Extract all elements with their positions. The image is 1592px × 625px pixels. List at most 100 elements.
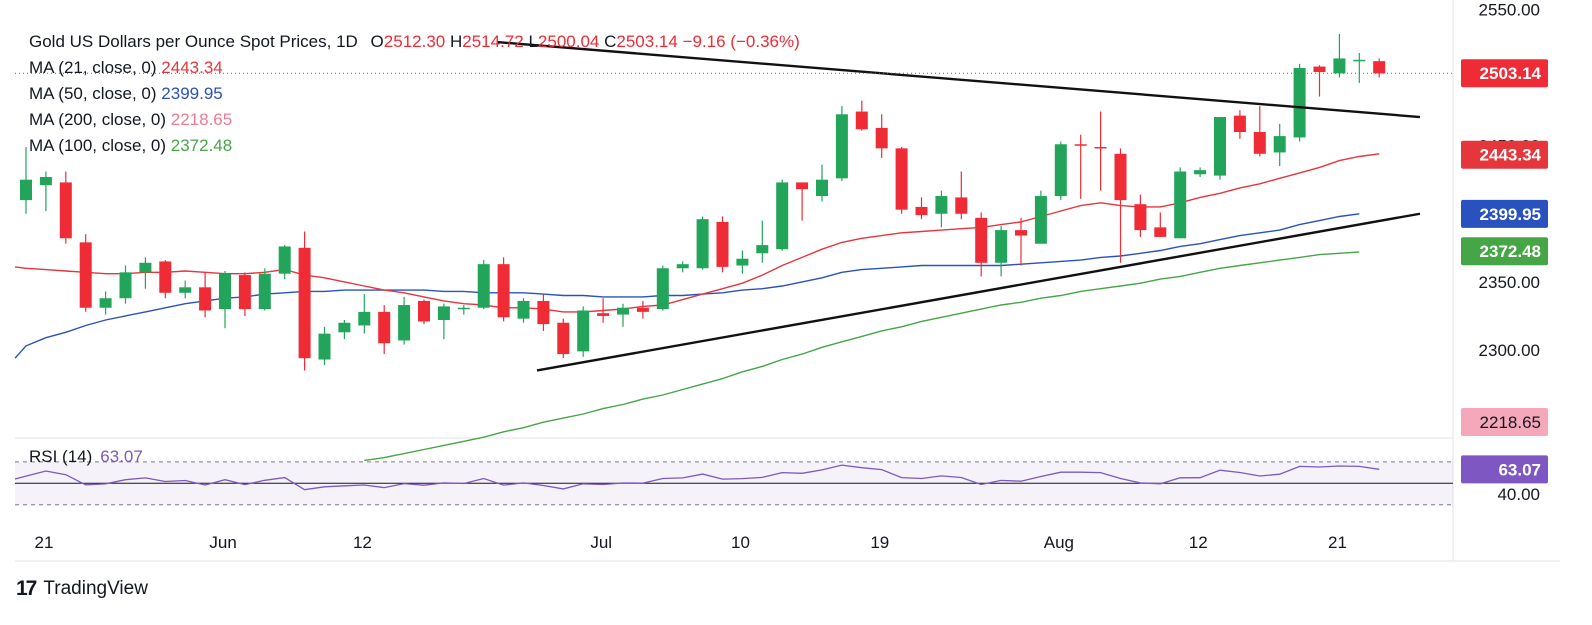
candle-body [816, 179, 828, 197]
candle [935, 190, 948, 228]
candle-body [676, 264, 689, 269]
candle-body [418, 300, 430, 322]
candle-body [1174, 171, 1187, 239]
candle-body [1214, 117, 1226, 176]
candle [855, 100, 868, 131]
time-tick-label: 19 [870, 533, 889, 552]
candle-body [139, 262, 152, 273]
candle [597, 298, 610, 323]
descending-trendline [496, 40, 1421, 119]
time-tick-label: 21 [35, 533, 54, 552]
ma200-value: 2218.65 [170, 110, 233, 129]
candle [1353, 52, 1366, 83]
candle [1194, 167, 1207, 177]
candle-body [656, 268, 669, 310]
candle [776, 179, 789, 251]
ma21-tag-text: 2443.34 [1480, 146, 1542, 165]
candle [557, 318, 570, 359]
candle [995, 226, 1008, 277]
candle-body [1373, 61, 1386, 74]
candle [1054, 141, 1067, 201]
ma200-legend[interactable]: MA (200, close, 0) 2218.65 [29, 107, 800, 133]
candle [99, 291, 112, 315]
ohlc-values: O2512.30 H2514.72 L2500.04 C2503.14 −9.1… [371, 32, 800, 51]
candle-body [835, 114, 848, 179]
candle-body [736, 258, 749, 266]
ma21-label: MA (21, close, 0) [29, 58, 157, 77]
ma100-legend[interactable]: MA (100, close, 0) 2372.48 [29, 133, 800, 159]
candle [975, 212, 988, 277]
candle-body [119, 272, 132, 299]
candle [298, 231, 311, 371]
candle-body [577, 310, 590, 352]
ascending-trendline [536, 212, 1421, 372]
tradingview-logo[interactable]: 17 TradingView [16, 576, 148, 602]
candle-body [796, 182, 809, 190]
candle [1174, 167, 1187, 239]
candle-body [1114, 153, 1127, 201]
candle [1333, 33, 1346, 78]
candle [676, 261, 689, 273]
candle [378, 305, 391, 355]
candle [756, 220, 769, 263]
rsi-tick-label: 40.00 [1497, 485, 1540, 504]
candle-body [1074, 144, 1087, 146]
rsi-value-tag: 63.07 [1461, 455, 1548, 484]
candle [199, 272, 212, 318]
time-tick-label: 21 [1328, 533, 1347, 552]
candle [238, 272, 251, 316]
rsi-line [14, 464, 1380, 491]
candle [1015, 217, 1027, 266]
candle [39, 171, 52, 212]
ma200-tag-text: 2218.65 [1480, 413, 1541, 432]
time-axis[interactable]: 21 Jun 12 Jul 10 19 Aug 12 21 [35, 533, 1347, 552]
candle [258, 268, 271, 311]
candle-body [477, 264, 490, 308]
candle [477, 260, 490, 310]
candle [358, 294, 371, 334]
price-tick-label: 2550.00 [1479, 0, 1540, 19]
time-tick-label: Jun [209, 533, 236, 552]
candle [497, 257, 510, 322]
chart-legend: Gold US Dollars per Ounce Spot Prices, 1… [29, 29, 800, 159]
candle [1074, 134, 1087, 199]
candle-body [517, 300, 530, 319]
rsi-label: RSI (14) [29, 447, 93, 466]
change-value: −9.16 (−0.36%) [682, 32, 800, 51]
candle [1233, 110, 1246, 139]
candle-body [1273, 136, 1286, 153]
ma21-legend[interactable]: MA (21, close, 0) 2443.34 [29, 55, 800, 81]
time-tick-label: 12 [1189, 533, 1208, 552]
candle [736, 250, 749, 274]
ma50-tag-text: 2399.95 [1480, 205, 1541, 224]
candle-body [537, 300, 550, 325]
candle-body [716, 221, 729, 267]
candle [159, 260, 172, 299]
candle-body [1313, 66, 1326, 73]
ma50-tag: 2399.95 [1461, 199, 1548, 228]
low-value: 2500.04 [537, 32, 600, 51]
ma100-tag: 2372.48 [1461, 237, 1548, 266]
candle [398, 296, 411, 345]
ma100-tag-bg [1461, 237, 1548, 266]
candle-body [636, 307, 649, 312]
candle [437, 303, 450, 340]
candle [796, 182, 809, 221]
candle [617, 303, 629, 327]
candle-body [1194, 170, 1207, 175]
candle-body [1293, 67, 1306, 138]
candle-body [278, 246, 291, 274]
candle [537, 294, 550, 331]
ma50-legend[interactable]: MA (50, close, 0) 2399.95 [29, 81, 800, 107]
open-value: 2512.30 [383, 32, 446, 51]
candle-body [935, 196, 948, 214]
candle [656, 265, 669, 311]
candle-body [597, 313, 610, 316]
candle-body [338, 322, 351, 333]
ma100-value: 2372.48 [170, 136, 233, 155]
candle-body [238, 275, 251, 310]
ma200-tag-bg [1461, 408, 1548, 436]
symbol-row: Gold US Dollars per Ounce Spot Prices, 1… [29, 29, 800, 55]
rsi-legend[interactable]: RSI (14) 63.07 [29, 447, 143, 467]
candle-body [1353, 59, 1366, 62]
